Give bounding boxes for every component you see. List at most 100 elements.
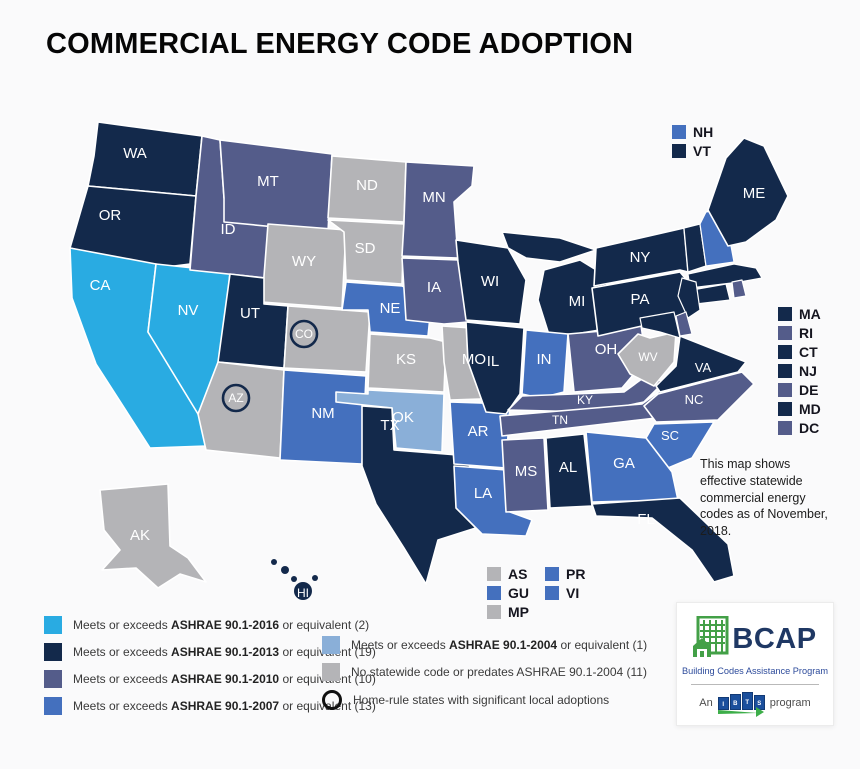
state-MD (639, 311, 681, 339)
state-label-NC: NC (685, 392, 704, 407)
divider (691, 684, 819, 685)
swatch-MA (778, 306, 792, 321)
swatch-DC (778, 420, 792, 435)
callout-label-CT: CT (799, 343, 818, 360)
state-label-OR: OR (99, 207, 122, 224)
state-label-WV: WV (638, 350, 657, 364)
state-label-MN: MN (422, 189, 445, 206)
callout-label-PR: PR (566, 565, 586, 582)
state-AK (99, 483, 207, 589)
callout-label-VT: VT (693, 142, 711, 159)
bcap-subtitle: Building Codes Assistance Program (681, 666, 829, 676)
state-label-IA: IA (427, 279, 441, 296)
state-label-CA: CA (90, 277, 111, 294)
callout-row-NH: NH (672, 124, 713, 140)
legend-text: Meets or exceeds ASHRAE 90.1-2016 or equ… (73, 618, 370, 632)
callout-row-GU: GU (487, 584, 529, 601)
state-label-IN: IN (537, 351, 552, 368)
swatch-VI (545, 585, 559, 600)
legend-column-2: Meets or exceeds ASHRAE 90.1-2004 or equ… (322, 636, 647, 719)
bcap-logo-card: BCAP Building Codes Assistance Program A… (676, 602, 834, 726)
legend-swatch-2010 (44, 670, 62, 688)
state-label-KY: KY (577, 393, 593, 407)
state-label-AZ: AZ (228, 391, 243, 405)
state-SC (645, 421, 715, 469)
state-MN (401, 161, 475, 259)
swatch-MD (778, 401, 792, 416)
swatch-NH (672, 124, 686, 139)
state-label-GA: GA (613, 455, 635, 472)
callout-row-DC: DC (778, 419, 821, 436)
legend-row: Meets or exceeds ASHRAE 90.1-2004 or equ… (322, 636, 647, 654)
swatch-GU (487, 585, 501, 600)
state-label-WA: WA (123, 145, 147, 162)
callout-row-MA: MA (778, 306, 821, 322)
state-ME (707, 137, 789, 247)
state-label-NM: NM (311, 405, 334, 422)
state-label-OH: OH (595, 341, 618, 358)
callout-row-VT: VT (672, 142, 713, 159)
state-label-NE: NE (380, 300, 401, 317)
state-label-HI: HI (297, 586, 309, 600)
state-label-VA: VA (695, 360, 712, 375)
callout-legend-east-states: MA RI CT NJ DE MD DC (778, 306, 821, 436)
state-label-MT: MT (257, 173, 279, 190)
legend-swatch-none (322, 663, 340, 681)
state-label-MO: MO (462, 351, 486, 368)
legend-row: Home-rule states with significant local … (322, 690, 647, 710)
callout-label-DE: DE (799, 381, 819, 398)
state-HI (291, 576, 297, 582)
callout-label-NJ: NJ (799, 362, 817, 379)
state-label-AL: AL (559, 459, 577, 476)
callout-row-RI: RI (778, 325, 821, 341)
state-label-WY: WY (292, 253, 316, 270)
state-label-SC: SC (661, 428, 679, 443)
state-HI (281, 566, 289, 574)
page-title: COMMERCIAL ENERGY CODE ADOPTION (46, 28, 634, 60)
state-HI (312, 575, 318, 581)
state-label-TX: TX (380, 417, 399, 434)
state-WV (617, 331, 677, 387)
state-label-OK: OK (392, 409, 414, 426)
state-label-UT: UT (240, 305, 260, 322)
legend-row: Meets or exceeds ASHRAE 90.1-2016 or equ… (44, 616, 376, 634)
map-note: This map shows effective statewide comme… (700, 457, 828, 538)
swatch-PR (545, 566, 559, 581)
ibts-suffix: program (769, 697, 811, 709)
swatch-AS (487, 566, 501, 581)
legend-row: No statewide code or predates ASHRAE 90.… (322, 663, 647, 681)
state-OK (335, 389, 445, 453)
swatch-NJ (778, 363, 792, 378)
callout-label-DC: DC (799, 419, 820, 436)
home-rule-ring-CO (289, 319, 319, 349)
callout-label-MP: MP (508, 603, 529, 620)
state-label-NY: NY (630, 249, 651, 266)
legend-swatch-2016 (44, 616, 62, 634)
state-label-WI: WI (481, 273, 499, 290)
state-label-MS: MS (515, 463, 538, 480)
callout-row-DE: DE (778, 381, 821, 398)
state-label-LA: LA (474, 485, 492, 502)
home-rule-ring-AZ (221, 383, 251, 413)
callout-row-AS: AS (487, 565, 529, 582)
state-label-IL: IL (487, 353, 500, 370)
callout-row-MD: MD (778, 401, 821, 417)
state-label-ME: ME (743, 185, 766, 202)
home-rule-ring-icon (322, 690, 342, 710)
swatch-DE (778, 382, 792, 397)
state-label-TN: TN (552, 413, 568, 427)
callout-label-AS: AS (508, 565, 528, 582)
state-HI (271, 559, 277, 565)
callout-label-GU: GU (508, 584, 529, 601)
state-HI (294, 582, 312, 600)
state-label-FL: FL (637, 511, 655, 528)
state-label-SD: SD (355, 240, 376, 257)
callout-legend-territories-col1: AS GU MP (487, 565, 529, 620)
callout-row-NJ: NJ (778, 362, 821, 379)
legend-swatch-2013 (44, 643, 62, 661)
legend-swatch-2004 (322, 636, 340, 654)
legend-swatch-2007 (44, 697, 62, 715)
state-TX (361, 405, 483, 585)
